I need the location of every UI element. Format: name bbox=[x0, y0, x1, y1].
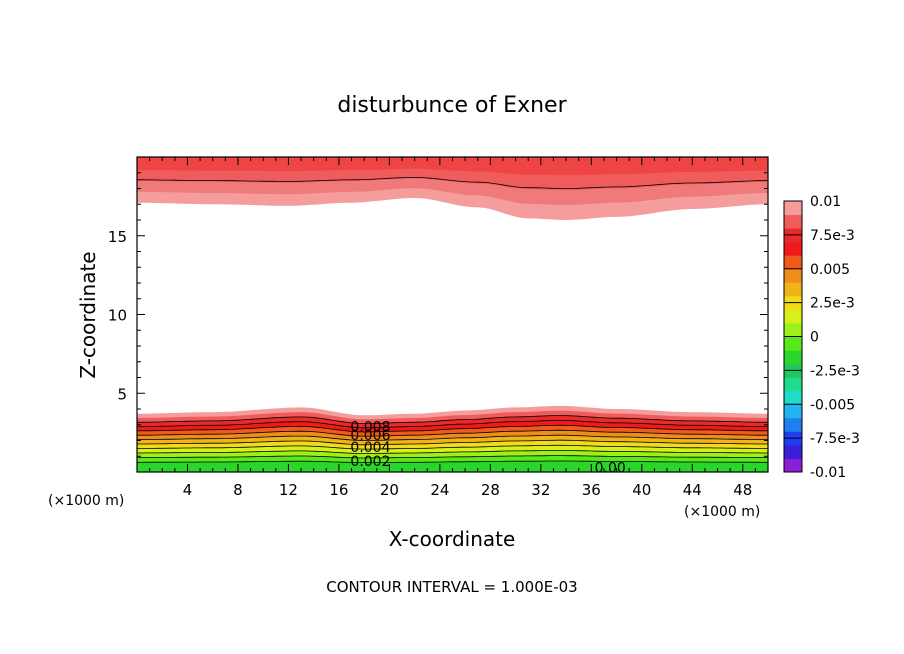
contour-line bbox=[137, 424, 768, 433]
colorbar-segment bbox=[784, 255, 802, 270]
x-tick-label: 32 bbox=[531, 481, 550, 499]
x-tick-label: 36 bbox=[582, 481, 601, 499]
x-tick-label: 8 bbox=[233, 481, 243, 499]
colorbar-segment bbox=[784, 214, 802, 229]
contour-line bbox=[137, 434, 768, 441]
colorbar-label: -7.5e-3 bbox=[810, 431, 860, 447]
colorbar-segment bbox=[784, 444, 802, 459]
colorbar-segment bbox=[784, 350, 802, 365]
y-tick-label: 10 bbox=[108, 307, 127, 325]
colorbar-label: 0.005 bbox=[810, 262, 850, 278]
contour-label: 0.00 bbox=[595, 460, 626, 476]
colorbar-segment bbox=[784, 268, 802, 283]
colorbar-segment bbox=[784, 241, 802, 256]
contour-label: 0.008 bbox=[350, 419, 390, 435]
x-tick-label: 20 bbox=[380, 481, 399, 499]
x-tick-label: 44 bbox=[683, 481, 702, 499]
colorbar-label: -0.005 bbox=[810, 397, 855, 413]
contour-line bbox=[137, 439, 768, 446]
contour-band-top bbox=[137, 157, 768, 176]
chart-title: disturbunce of Exner bbox=[337, 93, 567, 118]
y-tick-label: 15 bbox=[108, 228, 127, 246]
colorbar-label: -2.5e-3 bbox=[810, 363, 860, 379]
colorbar-label: 0.01 bbox=[810, 194, 841, 210]
x-unit-label-right: (×1000 m) bbox=[684, 504, 760, 520]
contour-line bbox=[137, 420, 768, 429]
colorbar-label: 2.5e-3 bbox=[810, 296, 855, 312]
colorbar: -0.01 -7.5e-3 -0.005 -2.5e-3 0 2.5e-3 0.005 7.5… bbox=[783, 194, 860, 481]
colorbar-label: 7.5e-3 bbox=[810, 228, 855, 244]
colorbar-segment bbox=[784, 309, 802, 324]
colorbar-segment bbox=[784, 458, 802, 473]
colorbar-segment bbox=[784, 282, 802, 297]
colorbar-segment bbox=[784, 201, 802, 216]
x-tick-label: 4 bbox=[183, 481, 193, 499]
x-tick-label: 40 bbox=[632, 481, 651, 499]
colorbar-segment bbox=[784, 322, 802, 337]
x-tick-label: 24 bbox=[430, 481, 449, 499]
contour-line bbox=[137, 455, 768, 459]
colorbar-segment bbox=[784, 417, 802, 432]
colorbar-segment bbox=[784, 390, 802, 405]
colorbar-segment bbox=[784, 336, 802, 351]
contour-label: 0.004 bbox=[350, 440, 390, 456]
contour-line bbox=[137, 444, 768, 450]
colorbar-label: 0 bbox=[810, 330, 819, 346]
contour-interval-footer: CONTOUR INTERVAL = 1.000E-03 bbox=[326, 578, 577, 596]
contour-line bbox=[137, 177, 768, 189]
colorbar-segment bbox=[784, 377, 802, 392]
plot-fill-group bbox=[137, 157, 768, 472]
contour-label: 0.002 bbox=[350, 454, 390, 470]
colorbar-segment bbox=[784, 404, 802, 419]
x-tick-label: 12 bbox=[279, 481, 298, 499]
contour-band-bottom bbox=[137, 461, 768, 472]
x-tick-label: 16 bbox=[329, 481, 348, 499]
contour-line bbox=[137, 450, 768, 454]
contour-line bbox=[137, 460, 768, 463]
x-tick-label: 48 bbox=[733, 481, 752, 499]
x-tick-label: 28 bbox=[481, 481, 500, 499]
y-axis-label: Z-coordinate bbox=[76, 251, 100, 378]
x-axis-label: X-coordinate bbox=[389, 527, 516, 551]
colorbar-label: -0.01 bbox=[810, 465, 846, 481]
x-unit-label-left: (×1000 m) bbox=[48, 493, 124, 509]
y-tick-label: 5 bbox=[117, 385, 127, 403]
contour-line bbox=[137, 429, 768, 437]
contour-line bbox=[137, 415, 768, 424]
contour-label: 0.006 bbox=[350, 428, 390, 444]
